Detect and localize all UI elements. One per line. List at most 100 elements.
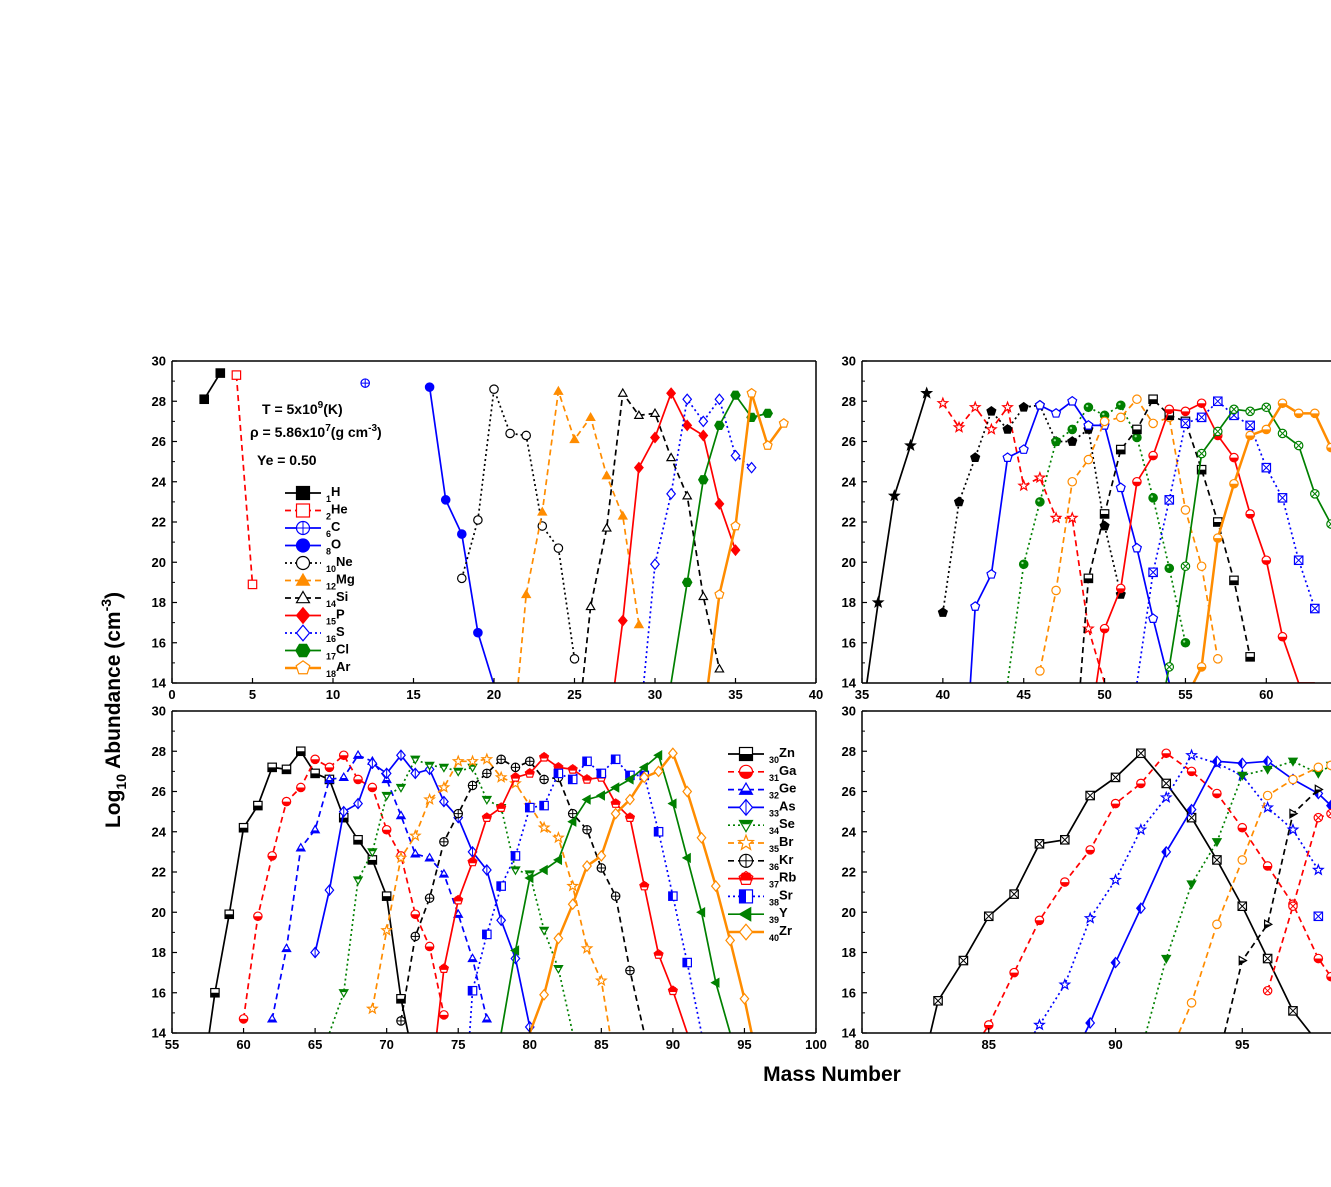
legend-element: S — [336, 624, 345, 639]
data-point-ge — [438, 868, 450, 878]
data-point-ge — [309, 824, 321, 834]
data-point-cr — [1115, 412, 1126, 423]
data-point-as — [496, 914, 507, 927]
data-point-s — [698, 415, 709, 428]
legend-label: 18Ar — [326, 659, 350, 679]
data-point-zn — [353, 834, 363, 845]
data-point-br — [566, 879, 580, 892]
legend-label: 39Y — [769, 905, 788, 925]
data-point-ni — [1164, 662, 1175, 672]
legend-atomic-number: 36 — [769, 862, 779, 872]
series-line-s — [642, 397, 753, 683]
series-y — [500, 750, 731, 1033]
y-tick-label: 22 — [842, 515, 856, 530]
data-point-ru — [1262, 755, 1273, 768]
data-point-o — [456, 529, 467, 539]
series-ge — [266, 749, 493, 1023]
legend-marker-h — [295, 485, 311, 501]
legend-marker-y — [738, 906, 752, 922]
data-point-ag — [1263, 919, 1274, 930]
data-point-sc — [937, 607, 948, 617]
legend-label: 16S — [326, 624, 345, 644]
data-point-y — [710, 977, 720, 988]
panel-4: 14 16 18 20 22 24 26 28 30 80 85 90 95 — [842, 704, 1331, 1052]
series-line-p — [613, 391, 737, 683]
data-point-ti — [1115, 482, 1126, 493]
data-point-ge — [352, 749, 364, 759]
series-line-rh — [1145, 760, 1331, 1033]
data-point-br — [408, 829, 422, 842]
legend-element: Mg — [336, 572, 355, 587]
data-point-y — [696, 907, 706, 918]
legend-entry-br: 35Br — [728, 833, 793, 854]
legend-atomic-number: 33 — [769, 808, 779, 818]
data-point-ni — [1277, 428, 1288, 439]
x-tick-label: 30 — [648, 687, 662, 702]
data-point-pd — [1288, 774, 1298, 785]
data-point-rb — [481, 812, 492, 823]
y-tick-label: 20 — [152, 905, 166, 920]
data-point-br — [580, 941, 594, 954]
y-tick-label: 28 — [842, 394, 856, 409]
legend-entry-zn: 30Zn — [728, 745, 795, 765]
data-point-p — [617, 614, 628, 627]
data-point-sc — [1002, 424, 1013, 434]
series-br — [365, 752, 611, 1033]
data-point-br — [509, 776, 522, 789]
series-line-kr — [400, 758, 646, 1033]
data-point-mn — [1196, 464, 1207, 475]
data-point-ge — [481, 1013, 493, 1023]
data-point-ni — [1293, 440, 1304, 451]
data-point-se — [367, 848, 378, 858]
y-tick-label: 20 — [842, 555, 856, 570]
series-cu — [1192, 398, 1331, 683]
data-point-y — [595, 790, 605, 801]
legend-entry-ne: 10Ne — [285, 554, 353, 574]
legend-atomic-number: 40 — [769, 933, 779, 943]
data-point-c — [360, 378, 370, 388]
data-point-y — [681, 852, 691, 864]
data-point-v — [1083, 402, 1094, 413]
x-tick-label: 65 — [308, 1037, 322, 1052]
data-point-zr — [539, 988, 550, 1001]
legend-label: 15P — [326, 607, 345, 627]
data-point-si — [649, 407, 661, 417]
series-pd — [1178, 760, 1331, 1033]
data-point-mg — [585, 411, 596, 421]
data-point-br — [466, 754, 479, 767]
y-tick-label: 18 — [152, 945, 166, 960]
data-point-si — [714, 663, 725, 673]
data-point-zn — [296, 746, 306, 757]
data-point-sr — [496, 881, 506, 891]
data-point-kr — [410, 931, 421, 942]
y-tick-label: 28 — [842, 744, 856, 759]
series-rb — [435, 751, 689, 1033]
data-point-sr — [682, 957, 692, 968]
data-point-v — [1051, 436, 1061, 447]
data-point-ge — [424, 852, 435, 862]
data-point-mo — [1060, 877, 1070, 887]
series-line-si — [581, 390, 721, 683]
data-point-ni — [1212, 426, 1223, 437]
data-point-v — [1035, 497, 1045, 507]
data-point-fe — [1196, 398, 1207, 409]
data-point-kr — [510, 762, 521, 773]
data-point-rb — [567, 763, 578, 774]
data-point-cr — [1067, 476, 1078, 487]
data-point-ne — [505, 428, 515, 439]
series-line-pd — [1178, 764, 1331, 1033]
legend-atomic-number: 16 — [326, 634, 336, 644]
data-point-y — [610, 782, 620, 793]
data-point-rh — [1186, 880, 1197, 890]
series-mo — [982, 748, 1331, 1033]
x-tick-label: 5 — [249, 687, 256, 702]
data-point-co — [1245, 420, 1255, 431]
series-cd — [1262, 808, 1331, 996]
data-point-ag — [1238, 955, 1248, 966]
data-point-zr — [739, 992, 750, 1005]
legend-entry-h: 1H — [285, 484, 340, 504]
series-s — [642, 393, 757, 683]
series-v — [1006, 400, 1191, 683]
data-point-rb — [581, 774, 593, 784]
